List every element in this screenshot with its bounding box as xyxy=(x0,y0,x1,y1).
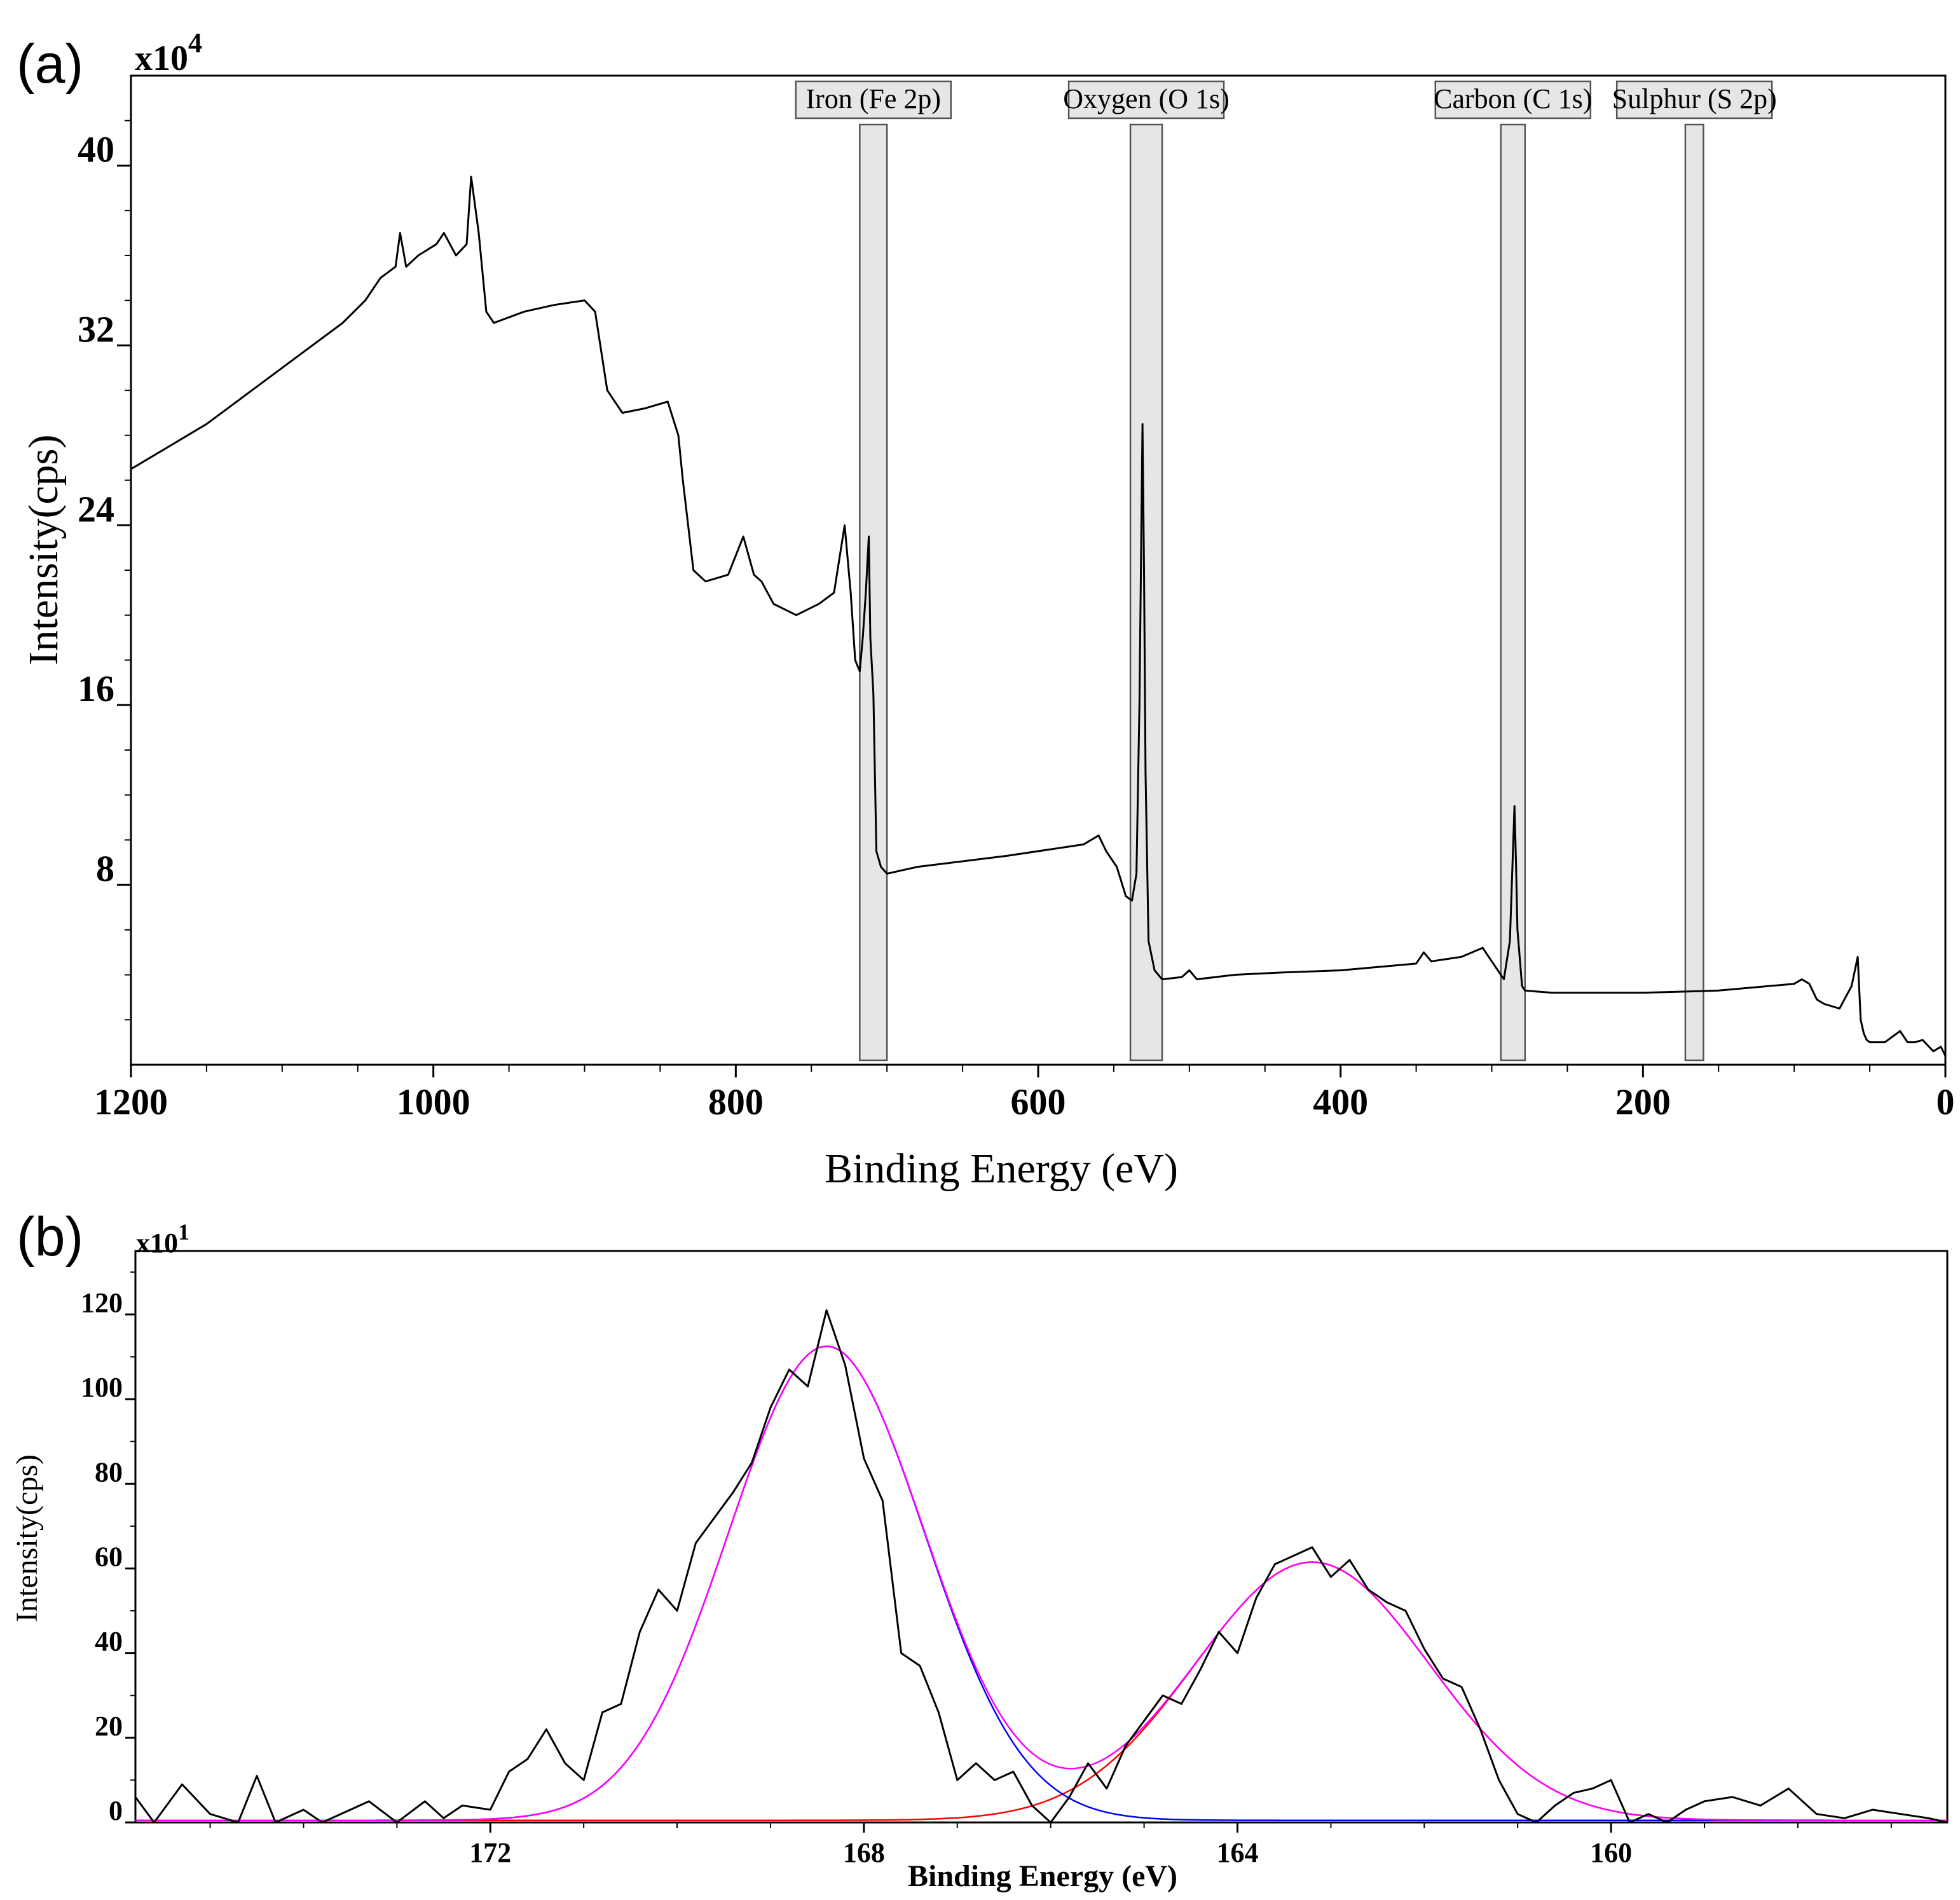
panel-a-label: (a) xyxy=(17,34,83,95)
panel-a-series xyxy=(130,175,1947,1056)
panel-b-y-multiplier: x101 xyxy=(136,1219,189,1259)
x-tick-label: 168 xyxy=(843,1837,885,1868)
panel-b-y-axis: 0 20 40 60 80 100 120 xyxy=(81,1271,135,1826)
x-tick-label: 0 xyxy=(1936,1081,1955,1123)
y-tick-label: 32 xyxy=(78,308,114,350)
fit-component-1-line xyxy=(135,1345,1947,1821)
region-label-box xyxy=(1615,80,1773,120)
y-tick-label: 8 xyxy=(96,848,114,889)
panel-a-x-axis-title: Binding Energy (eV) xyxy=(825,1145,1178,1192)
panel-b-series xyxy=(134,1309,1948,1824)
region-label: Carbon (C 1s) xyxy=(1434,83,1592,114)
region-highlights: Iron (Fe 2p) Oxygen (O 1s) Carbon (C 1s) Su… xyxy=(795,80,1777,1062)
region-band xyxy=(859,123,888,1062)
survey-spectrum-panel: (a) x104 Iron (Fe 2p) Oxygen (O 1s) Carbon… xyxy=(17,27,1955,1192)
measured-spectrum-line xyxy=(134,1309,1948,1824)
panel-a-plot-frame xyxy=(130,74,1947,1066)
x-tick-label: 164 xyxy=(1217,1837,1259,1868)
y-tick-label: 40 xyxy=(78,128,114,170)
x-tick-label: 1200 xyxy=(94,1081,168,1123)
region-label: Iron (Fe 2p) xyxy=(805,83,941,114)
x-tick-label: 800 xyxy=(708,1081,764,1123)
panel-a-y-axis: 8 16 24 32 40 xyxy=(78,120,131,1021)
panel-b-plot-frame xyxy=(134,1250,1949,1824)
region-band xyxy=(1129,123,1163,1062)
y-tick-label: 0 xyxy=(109,1795,123,1826)
region-label-box xyxy=(795,80,952,120)
y-tick-label: 80 xyxy=(95,1456,123,1487)
x-tick-label: 1000 xyxy=(397,1081,470,1123)
panel-a-y-axis-title: Intensity(cps) xyxy=(20,435,67,666)
x-tick-label: 400 xyxy=(1313,1081,1368,1123)
y-tick-label: 16 xyxy=(78,668,114,709)
x-tick-label: 160 xyxy=(1590,1837,1632,1868)
panel-b-x-axis: 172 168 164 160 xyxy=(209,1822,1892,1868)
region-label-box xyxy=(1067,80,1225,120)
region-label: Sulphur (S 2p) xyxy=(1612,83,1777,114)
y-tick-label: 24 xyxy=(78,488,114,530)
panel-b-y-axis-title: Intensity(cps) xyxy=(10,1454,44,1622)
region-label-box xyxy=(1434,80,1592,120)
fit-component-2-line xyxy=(135,1561,1947,1821)
panel-b-x-axis-title: Binding Energy (eV) xyxy=(908,1859,1177,1893)
x-tick-label: 600 xyxy=(1011,1081,1066,1123)
survey-spectrum-line xyxy=(130,175,1947,1056)
region-band xyxy=(1684,123,1704,1062)
x-tick-label: 200 xyxy=(1615,1081,1671,1123)
region-band xyxy=(1500,123,1526,1062)
y-tick-label: 120 xyxy=(81,1287,123,1318)
fit-envelope-line xyxy=(135,1345,1947,1821)
y-tick-label: 20 xyxy=(95,1711,123,1742)
y-tick-label: 60 xyxy=(95,1541,123,1572)
panel-a-x-axis: 1200 1000 800 600 400 200 0 xyxy=(94,1065,1955,1123)
y-tick-label: 100 xyxy=(81,1372,123,1403)
x-tick-label: 172 xyxy=(469,1837,511,1868)
y-tick-label: 40 xyxy=(95,1626,123,1657)
region-label: Oxygen (O 1s) xyxy=(1063,83,1230,114)
panel-b-label: (b) xyxy=(17,1206,83,1268)
s2p-detail-panel: (b) x101 0 20 40 60 80 100 120 172 168 164 160 Bi… xyxy=(10,1206,1949,1893)
panel-a-y-multiplier: x104 xyxy=(135,27,202,78)
